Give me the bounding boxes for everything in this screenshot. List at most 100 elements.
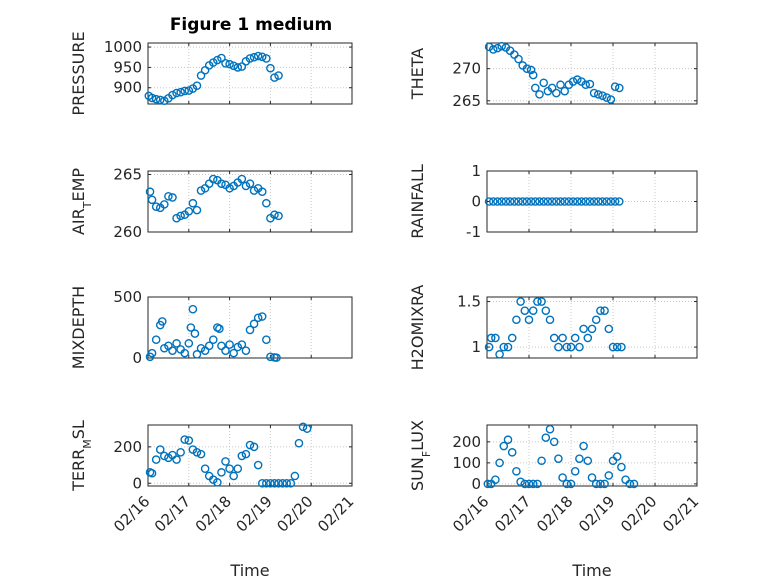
airtemp-point [168,193,177,202]
sunflux-point [558,473,567,482]
mixdepth-ytick-label: 0 [132,349,142,367]
theta-point [560,86,570,96]
terrmsl-point [180,435,190,444]
sunflux-point [583,456,593,466]
rainfall-point [526,197,536,206]
h2omixra-point [587,324,597,334]
terrmsl-point [151,455,161,464]
pressure-point [184,86,194,95]
mixdepth-point [151,335,161,345]
rainfall-point [509,197,519,206]
rainfall-point [589,197,599,206]
pressure-point [155,95,165,105]
h2omixra-point [528,306,538,315]
mixdepth-point [262,335,271,345]
mixdepth-point [272,353,281,362]
pressure-point [229,61,238,71]
terrmsl-xtick-label: 02/19 [233,492,276,535]
pressure-point [147,93,157,103]
sunflux-point [579,441,588,451]
mixdepth-point [184,339,194,348]
terrmsl-point [237,451,247,461]
mixdepth-point [237,340,247,349]
h2omixra-point [579,324,588,334]
theta-point [589,88,599,98]
mixdepth-point [157,317,167,326]
sunflux-ytick-label: 200 [452,433,481,451]
h2omixra-point [484,342,494,352]
terrmsl-point [229,471,238,481]
sunflux-point [516,477,525,487]
terrmsl-xtick-label: 02/21 [314,492,357,535]
sunflux-point [570,466,580,476]
theta-point [568,77,578,86]
h2omixra-point [512,315,521,325]
sunflux-point [512,466,521,476]
mixdepth-ylabel: MIXDEPTH [69,286,88,369]
terrmsl-point [270,478,279,488]
mixdepth-point [225,340,234,349]
rainfall-point [564,197,574,206]
h2omixra-point [545,315,555,325]
mixdepth-point [257,312,267,321]
mixdepth-point [147,348,157,358]
theta-point [602,93,612,102]
terrmsl-point [298,422,308,432]
theta-point [606,95,616,104]
sunflux-xtick-label: 02/16 [449,492,492,535]
h2omixra-ytick-label: 1 [471,338,481,356]
sunflux-ylabel-suffix: LUX [408,420,427,451]
sunflux-point [554,454,563,463]
mixdepth-point [168,346,177,355]
airtemp-point [257,187,267,197]
sunflux-xtick-label: 02/17 [491,492,534,535]
sunflux-point [625,479,635,489]
pressure-axes: 900 950 1000 PRESSURE [69,31,353,116]
sunflux-point [541,433,551,442]
h2omixra-point [537,297,546,306]
airtemp-ylabel: AIRTEMP [69,168,94,235]
rainfall-point [598,197,607,206]
sunflux-point [491,475,500,484]
rainfall-point [493,197,502,206]
pressure-point [266,63,275,73]
h2omixra-axes-box [486,296,698,359]
h2omixra-point [575,342,584,352]
theta-point [539,78,549,88]
h2omixra-point [549,333,559,343]
airtemp-point [176,211,185,221]
h2omixra-point [583,333,593,343]
h2omixra-point [604,324,614,334]
sunflux-xlabel: Time [571,561,611,580]
terrmsl-point [172,455,181,464]
pressure-point [249,52,259,62]
mixdepth-point [188,304,198,314]
sunflux-point [562,479,572,489]
rainfall-point [552,197,561,206]
mixdepth-ytick-label: 500 [113,288,142,306]
terrmsl-point [160,451,169,461]
mixdepth-point [215,324,224,334]
airtemp-point [160,200,169,209]
h2omixra-point [591,315,601,325]
terrmsl-point [200,464,210,474]
sunflux-point [528,479,538,489]
pressure-point [270,73,279,82]
theta-point [552,88,561,98]
terrmsl-xlabel: Time [229,561,269,580]
h2omixra-ytick-label: 1.5 [457,293,481,311]
terrmsl-point [192,448,202,457]
h2omixra-point [612,342,622,352]
theta-ytick-label: 270 [452,60,481,78]
rainfall-point [610,197,620,206]
rainfall-point [501,197,511,206]
pressure-ytick-label: 1000 [104,38,142,56]
pressure-point [192,81,202,90]
theta-point [615,83,624,93]
h2omixra-point [516,297,525,306]
terrmsl-point [155,445,165,454]
h2omixra-axes: 1 1.5 H2OMIXRA [408,285,698,370]
terrmsl-xtick-label: 02/20 [273,492,316,535]
h2omixra-point [562,342,572,352]
pressure-point [237,62,247,71]
